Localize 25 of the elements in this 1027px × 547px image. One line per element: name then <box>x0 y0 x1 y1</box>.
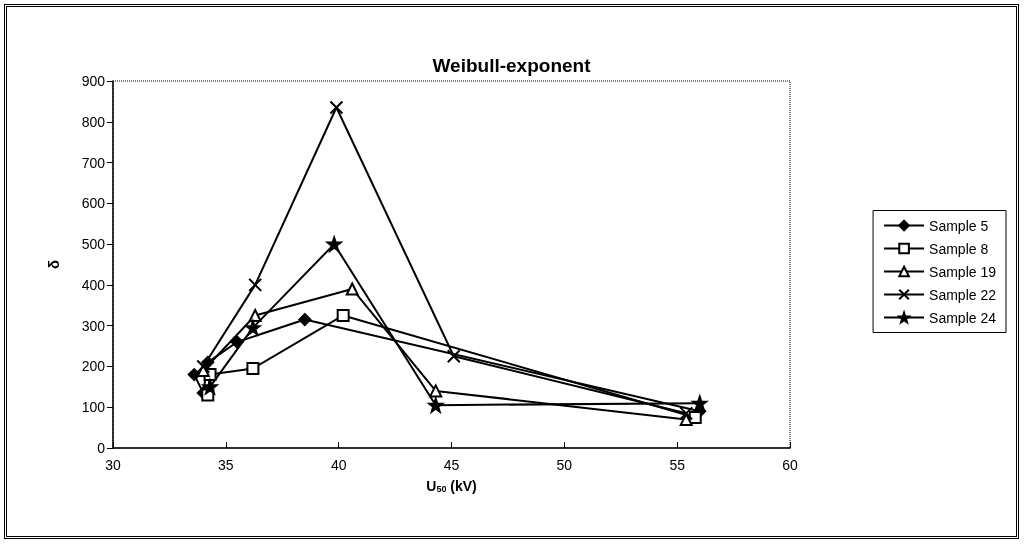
y-tick-label: 800 <box>81 113 106 130</box>
legend-label: Sample 22 <box>929 286 997 303</box>
y-tick-label: 500 <box>81 236 106 253</box>
legend-label: Sample 19 <box>929 263 997 280</box>
y-tick-label: 300 <box>81 317 106 334</box>
y-tick-label: 400 <box>81 276 106 293</box>
x-tick-label: 50 <box>556 457 573 473</box>
legend-label: Sample 8 <box>929 240 989 257</box>
y-tick-label: 900 <box>81 73 106 89</box>
y-tick-label: 700 <box>81 154 106 171</box>
y-tick-label: 100 <box>81 399 106 416</box>
legend-label: Sample 5 <box>929 217 989 234</box>
x-tick-label: 40 <box>330 457 347 473</box>
x-tick-label: 60 <box>782 457 798 473</box>
x-tick-label: 30 <box>105 457 121 473</box>
x-tick-label: 55 <box>669 457 686 473</box>
y-tick-label: 600 <box>81 195 106 212</box>
x-axis-title: U50 (kV) <box>426 477 477 494</box>
chart-title: Weibull-exponent <box>432 55 592 76</box>
y-axis-title: δ <box>45 259 62 270</box>
legend-label: Sample 24 <box>929 309 997 326</box>
y-tick-label: 200 <box>81 358 106 375</box>
x-tick-label: 35 <box>218 457 234 473</box>
y-tick-label: 0 <box>97 440 106 456</box>
x-tick-label: 45 <box>443 457 460 473</box>
